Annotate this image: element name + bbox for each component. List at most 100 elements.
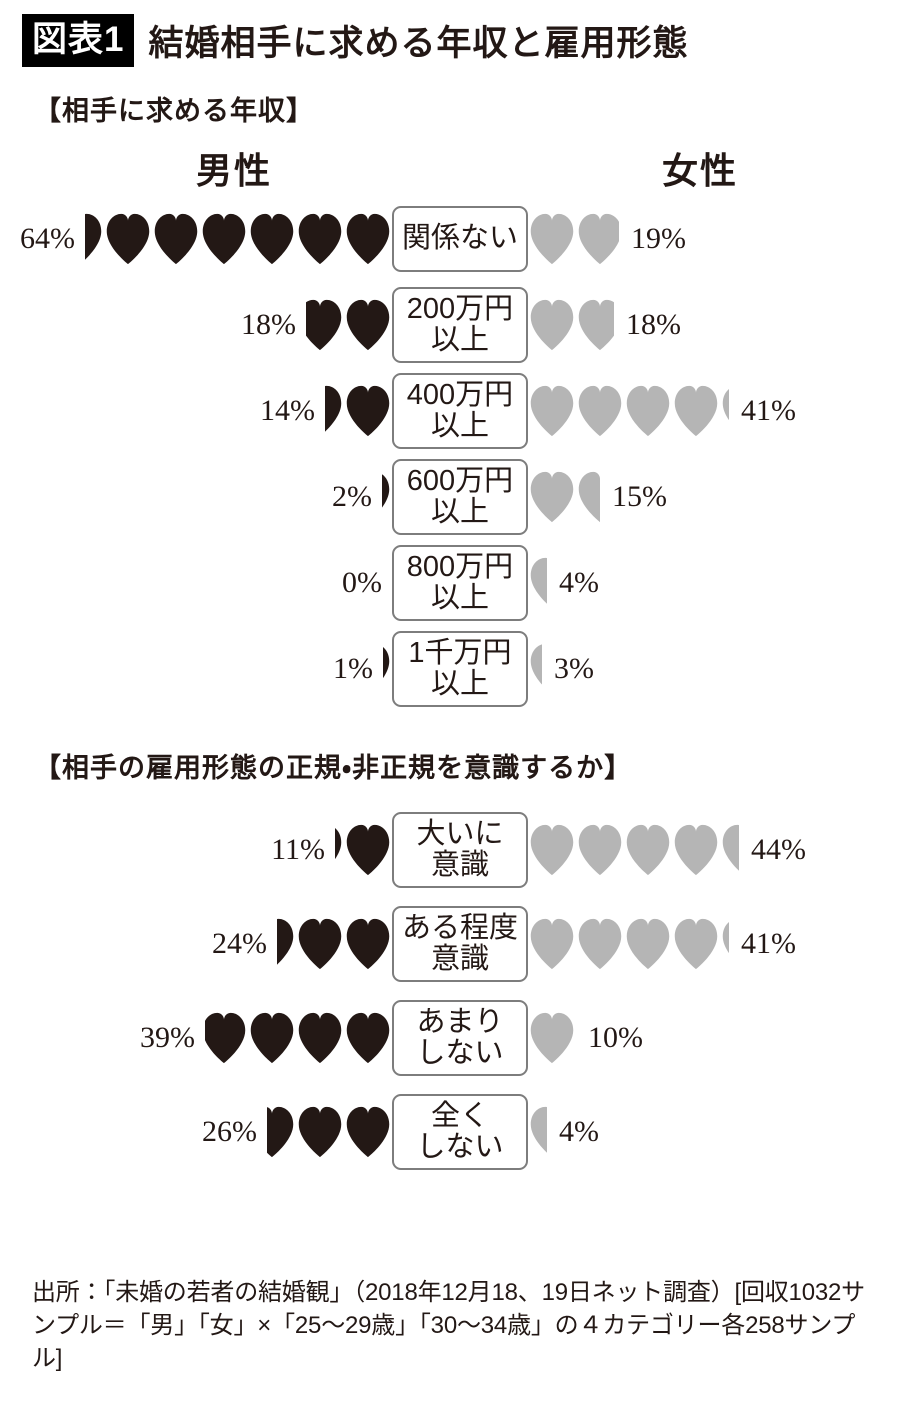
heart-icon <box>528 822 576 878</box>
female-side: 41% <box>528 897 900 991</box>
female-percent-label: 44% <box>751 833 806 866</box>
female-percent-label: 3% <box>554 652 594 685</box>
section-employment: 【相手の雇用形態の正規・非正規を意識するか】 11% 大いに 意識 44% 24% ある程… <box>0 746 900 1179</box>
heart-icon <box>344 1104 392 1160</box>
chart-row: 24% ある程度 意識 41% <box>0 897 900 991</box>
heart-icon <box>325 383 344 439</box>
category-label-line: しない <box>416 1037 504 1069</box>
female-side: 4% <box>528 540 900 626</box>
category-label-line: しない <box>416 1131 504 1163</box>
female-column-header: 女性 <box>662 150 739 191</box>
heart-icon <box>296 916 344 972</box>
chart-row: 2% 600万円 以上 15% <box>0 454 900 540</box>
male-side: 0% <box>0 540 392 626</box>
male-heart-bar <box>383 626 392 712</box>
category-label-box: 600万円 以上 <box>392 458 528 536</box>
chart-row: 1% 1千万円 以上 3% <box>0 626 900 712</box>
male-percent-label: 26% <box>202 1115 257 1148</box>
male-percent-label: 64% <box>20 222 75 255</box>
figure-badge: 図表1 <box>22 14 135 67</box>
heart-icon <box>344 916 392 972</box>
male-percent-label: 24% <box>212 927 267 960</box>
heart-icon <box>104 211 152 267</box>
heart-icon <box>344 383 392 439</box>
heart-icon <box>267 1104 296 1160</box>
category-label-line: 関係ない <box>401 222 518 255</box>
section-heading-income: 【相手に求める年収】 <box>34 96 314 126</box>
category-label-line: 600万円 <box>406 464 514 497</box>
female-percent-label: 41% <box>741 927 796 960</box>
female-heart-bar <box>528 282 614 368</box>
heart-icon <box>576 383 624 439</box>
category-label-line: 以上 <box>430 324 489 356</box>
gender-header-row: 男性 女性 <box>0 142 900 191</box>
category-label-box: ある程度 意識 <box>392 905 528 983</box>
heart-icon <box>382 469 392 525</box>
male-heart-bar <box>85 196 392 282</box>
heart-icon <box>576 822 624 878</box>
heart-icon <box>296 211 344 267</box>
heart-icon <box>672 916 720 972</box>
category-label-line: 大いに <box>416 817 504 850</box>
female-side: 18% <box>528 282 900 368</box>
category-label-line: 800万円 <box>406 550 514 583</box>
category-label-line: あまり <box>416 1005 504 1038</box>
heart-icon <box>528 1010 576 1066</box>
category-label-box: 全く しない <box>392 1093 528 1171</box>
male-heart-bar <box>382 454 392 540</box>
heart-icon <box>296 1010 344 1066</box>
female-percent-label: 4% <box>559 1115 599 1148</box>
category-label-box: 800万円 以上 <box>392 544 528 622</box>
female-heart-bar <box>528 454 600 540</box>
heart-icon <box>248 211 296 267</box>
female-heart-bar <box>528 897 729 991</box>
category-label-box: 1千万円 以上 <box>392 630 528 708</box>
category-label-box: 大いに 意識 <box>392 811 528 889</box>
male-heart-bar <box>325 368 392 454</box>
page-header: 図表1 結婚相手に求める年収と雇用形態 <box>0 0 900 67</box>
heart-icon <box>528 1104 547 1160</box>
category-label-line: 全く <box>430 1099 489 1132</box>
male-side: 14% <box>0 368 392 454</box>
heart-icon <box>576 211 619 267</box>
heart-icon <box>672 383 720 439</box>
female-heart-bar <box>528 540 547 626</box>
chart-row: 64% 関係ない 19% <box>0 196 900 282</box>
female-heart-bar <box>528 803 739 897</box>
male-side: 26% <box>0 1085 392 1179</box>
female-side: 10% <box>528 991 900 1085</box>
heart-icon <box>624 822 672 878</box>
female-heart-bar <box>528 368 729 454</box>
category-label-box: 200万円 以上 <box>392 286 528 364</box>
heart-icon <box>344 822 392 878</box>
income-rows: 64% 関係ない 19% 18% 200万円 以上 18% 14% 400万円 以上 41% 2% 60… <box>0 196 900 712</box>
section-heading-employment: 【相手の雇用形態の正規・非正規を意識するか】 <box>34 753 633 783</box>
male-heart-bar <box>277 897 392 991</box>
heart-icon <box>344 211 392 267</box>
heart-icon <box>672 822 720 878</box>
category-label-line: 400万円 <box>406 378 514 411</box>
male-column-header: 男性 <box>196 150 273 191</box>
male-side: 64% <box>0 196 392 282</box>
female-side: 19% <box>528 196 900 282</box>
heart-icon <box>152 211 200 267</box>
heart-icon <box>205 1010 248 1066</box>
female-side: 41% <box>528 368 900 454</box>
heart-icon <box>528 297 576 353</box>
source-note: 出所：「未婚の若者の結婚観」（2018年12月18、19日ネット調査）[回収10… <box>32 1279 865 1373</box>
category-label-box: あまり しない <box>392 999 528 1077</box>
category-label-line: ある程度 <box>401 911 518 944</box>
chart-row: 14% 400万円 以上 41% <box>0 368 900 454</box>
category-label-line: 以上 <box>430 582 489 614</box>
category-label-line: 意識 <box>430 943 489 975</box>
female-percent-label: 18% <box>626 308 681 341</box>
female-heart-bar <box>528 626 542 712</box>
category-label-line: 以上 <box>430 668 489 700</box>
female-side: 4% <box>528 1085 900 1179</box>
male-percent-label: 14% <box>260 394 315 427</box>
employment-rows: 11% 大いに 意識 44% 24% ある程度 意識 41% 39% あまり しない 10% 26% 全く… <box>0 803 900 1179</box>
heart-icon <box>720 383 729 439</box>
heart-icon <box>85 211 104 267</box>
male-heart-bar <box>306 282 392 368</box>
heart-icon <box>335 822 344 878</box>
